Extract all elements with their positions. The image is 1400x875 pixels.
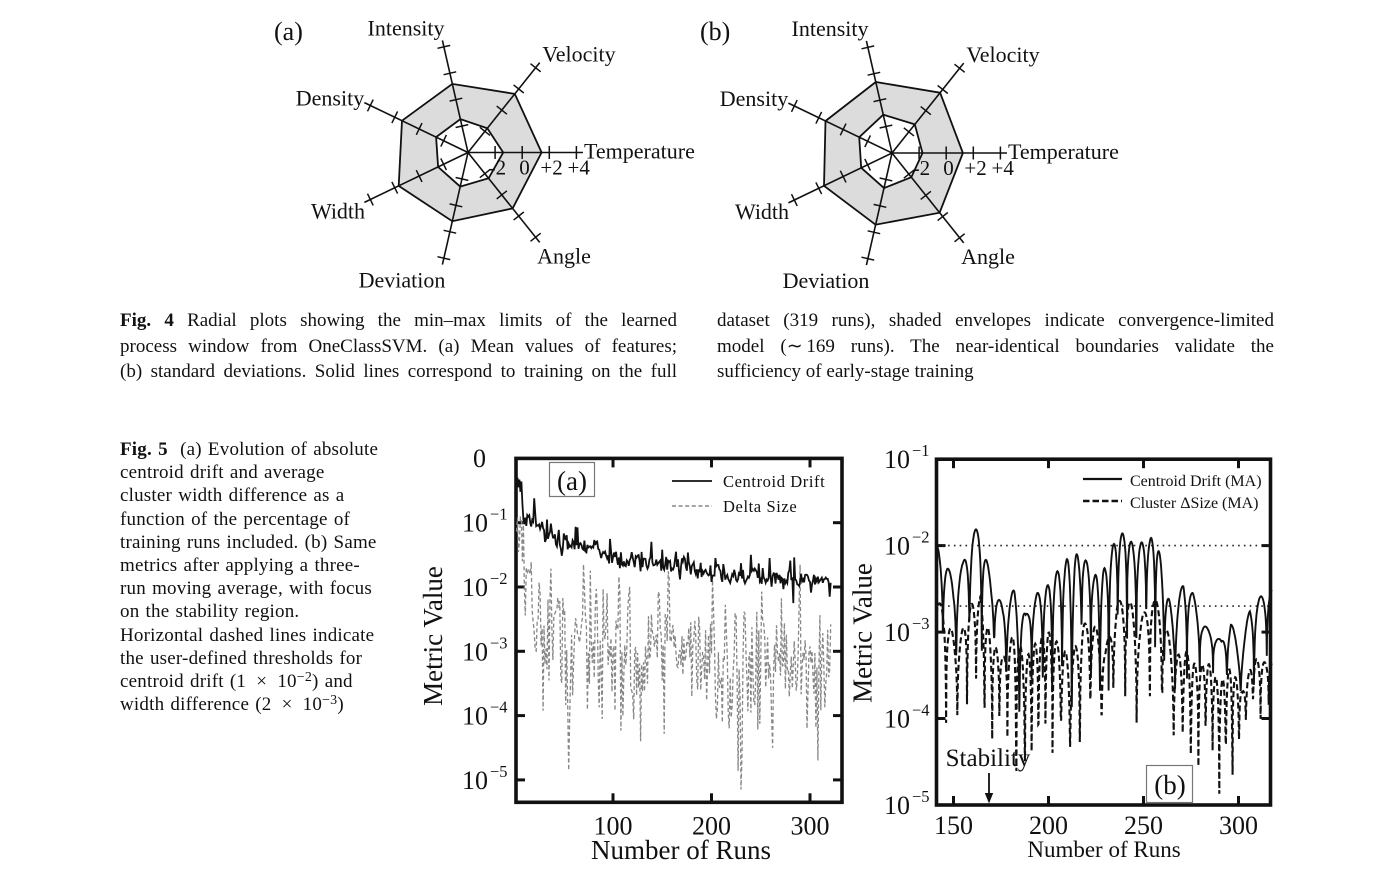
svg-text:Width: Width xyxy=(735,199,789,224)
svg-text:10: 10 xyxy=(462,766,488,795)
svg-text:Density: Density xyxy=(720,86,788,111)
svg-text:0: 0 xyxy=(519,156,530,180)
svg-text:10: 10 xyxy=(884,532,910,561)
svg-text:(b): (b) xyxy=(1154,770,1185,800)
svg-text:200: 200 xyxy=(1029,811,1068,840)
svg-text:−5: −5 xyxy=(912,787,930,806)
svg-text:-2: -2 xyxy=(913,156,931,180)
svg-text:−2: −2 xyxy=(912,528,930,547)
svg-text:Metric Value: Metric Value xyxy=(848,563,878,703)
svg-text:Deviation: Deviation xyxy=(783,268,870,293)
svg-text:200: 200 xyxy=(692,811,731,840)
svg-text:(b): (b) xyxy=(700,17,730,46)
svg-text:Velocity: Velocity xyxy=(542,42,615,67)
svg-text:10: 10 xyxy=(884,791,910,820)
svg-text:10: 10 xyxy=(884,618,910,647)
svg-text:+2: +2 xyxy=(540,156,562,180)
svg-text:100: 100 xyxy=(594,811,633,840)
svg-text:-2: -2 xyxy=(489,156,507,180)
svg-text:Delta Size: Delta Size xyxy=(723,497,797,516)
svg-text:(a): (a) xyxy=(557,466,587,496)
svg-text:300: 300 xyxy=(791,811,830,840)
svg-text:(a): (a) xyxy=(274,17,303,46)
svg-text:250: 250 xyxy=(1124,811,1163,840)
svg-text:10: 10 xyxy=(462,637,488,666)
svg-text:10: 10 xyxy=(462,702,488,731)
svg-text:Metric Value: Metric Value xyxy=(418,566,448,706)
svg-text:Intensity: Intensity xyxy=(368,16,445,41)
svg-text:+4: +4 xyxy=(568,156,591,180)
svg-text:10: 10 xyxy=(462,509,488,538)
svg-text:Intensity: Intensity xyxy=(792,16,869,41)
svg-text:Centroid Drift (MA): Centroid Drift (MA) xyxy=(1130,473,1262,490)
svg-text:−1: −1 xyxy=(912,441,930,460)
svg-text:−3: −3 xyxy=(912,614,930,633)
svg-text:+2: +2 xyxy=(964,156,986,180)
svg-text:−5: −5 xyxy=(490,762,508,781)
svg-text:Number of Runs: Number of Runs xyxy=(591,835,771,865)
svg-text:150: 150 xyxy=(934,811,973,840)
svg-text:0: 0 xyxy=(943,156,954,180)
svg-text:Temperature: Temperature xyxy=(584,139,695,164)
svg-text:−4: −4 xyxy=(490,698,508,717)
svg-text:300: 300 xyxy=(1219,811,1258,840)
svg-text:Angle: Angle xyxy=(537,244,591,269)
svg-text:Width: Width xyxy=(311,199,365,224)
svg-text:Stability: Stability xyxy=(946,745,1031,772)
svg-text:10: 10 xyxy=(884,445,910,474)
svg-text:Velocity: Velocity xyxy=(966,42,1039,67)
svg-text:10: 10 xyxy=(462,573,488,602)
svg-text:Temperature: Temperature xyxy=(1008,139,1119,164)
svg-text:Cluster ΔSize (MA): Cluster ΔSize (MA) xyxy=(1130,495,1259,512)
svg-text:10: 10 xyxy=(884,705,910,734)
svg-text:Number of Runs: Number of Runs xyxy=(1027,837,1180,862)
svg-text:0: 0 xyxy=(473,444,486,473)
svg-text:Angle: Angle xyxy=(961,244,1015,269)
svg-text:Deviation: Deviation xyxy=(359,268,446,293)
svg-text:−1: −1 xyxy=(490,505,508,524)
svg-text:−3: −3 xyxy=(490,633,508,652)
svg-text:Density: Density xyxy=(296,86,364,111)
svg-text:−4: −4 xyxy=(912,701,930,720)
svg-text:+4: +4 xyxy=(992,156,1015,180)
svg-text:−2: −2 xyxy=(490,569,508,588)
svg-text:Centroid Drift: Centroid Drift xyxy=(723,472,825,491)
